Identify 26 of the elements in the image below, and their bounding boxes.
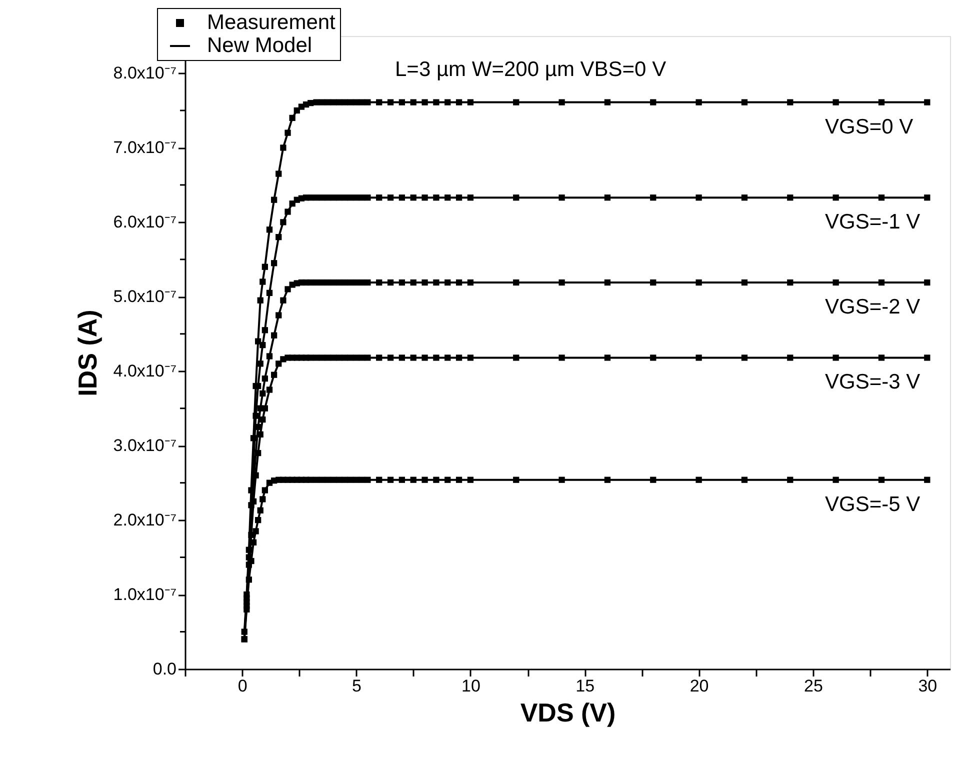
x-tick-label: 20	[690, 676, 709, 696]
annotation: L=3 µm W=200 µm VBS=0 V	[395, 58, 666, 81]
legend-label: Measurement	[207, 11, 336, 34]
x-tick-label: 0	[238, 676, 248, 696]
x-tick-label: 25	[804, 676, 823, 696]
x-tick-label: 30	[918, 676, 938, 696]
annotation: VGS=-2 V	[825, 296, 920, 318]
y-axis-title: IDS (A)	[72, 310, 102, 396]
y-tick-label: 3.0x10⁻⁷	[113, 436, 176, 456]
annotation: VGS=-3 V	[825, 370, 920, 394]
y-tick-label: 8.0x10⁻⁷	[113, 64, 176, 83]
y-tick-label: 2.0x10⁻⁷	[113, 510, 176, 530]
y-tick-label: 6.0x10⁻⁷	[113, 212, 176, 232]
x-axis-title: VDS (V)	[520, 698, 616, 728]
annotation: VGS=0 V	[825, 115, 914, 138]
y-tick-label: 7.0x10⁻⁷	[113, 138, 176, 158]
y-tick-label: 1.0x10⁻⁷	[113, 585, 176, 604]
x-tick-label: 15	[576, 676, 595, 696]
x-tick-label: 10	[461, 676, 480, 696]
legend-label: New Model	[207, 34, 312, 57]
y-tick-label: 5.0x10⁻⁷	[113, 287, 176, 306]
y-tick-label: 0.0	[152, 660, 176, 678]
annotation: VGS=-1 V	[825, 210, 920, 234]
x-tick-label: 5	[352, 676, 362, 696]
annotation: VGS=-5 V	[825, 492, 920, 516]
y-tick-label: 4.0x10⁻⁷	[113, 362, 176, 381]
